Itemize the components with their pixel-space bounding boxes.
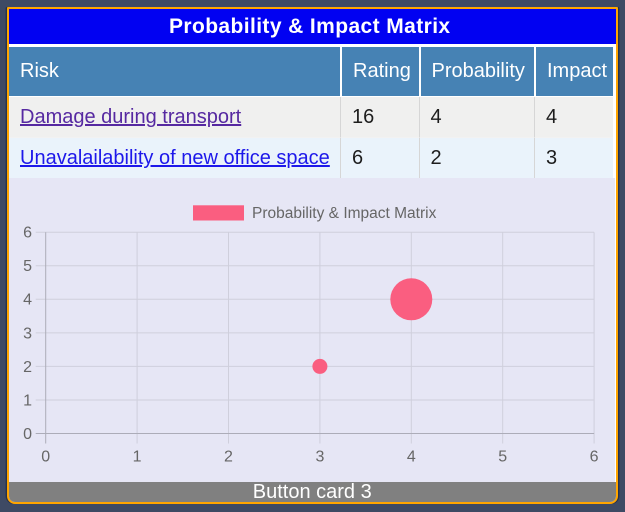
svg-text:2: 2: [23, 358, 32, 375]
svg-text:4: 4: [23, 291, 32, 308]
svg-text:1: 1: [133, 448, 142, 465]
svg-text:3: 3: [315, 448, 324, 465]
svg-text:1: 1: [23, 392, 32, 409]
svg-text:0: 0: [23, 425, 32, 442]
svg-text:Probability & Impact Matrix: Probability & Impact Matrix: [252, 204, 437, 221]
svg-text:2: 2: [224, 448, 233, 465]
svg-text:0: 0: [41, 448, 50, 465]
svg-text:6: 6: [23, 224, 32, 241]
svg-text:4: 4: [407, 448, 416, 465]
svg-text:3: 3: [23, 325, 32, 342]
svg-text:5: 5: [498, 448, 507, 465]
svg-text:5: 5: [23, 258, 32, 275]
svg-text:6: 6: [590, 448, 599, 465]
